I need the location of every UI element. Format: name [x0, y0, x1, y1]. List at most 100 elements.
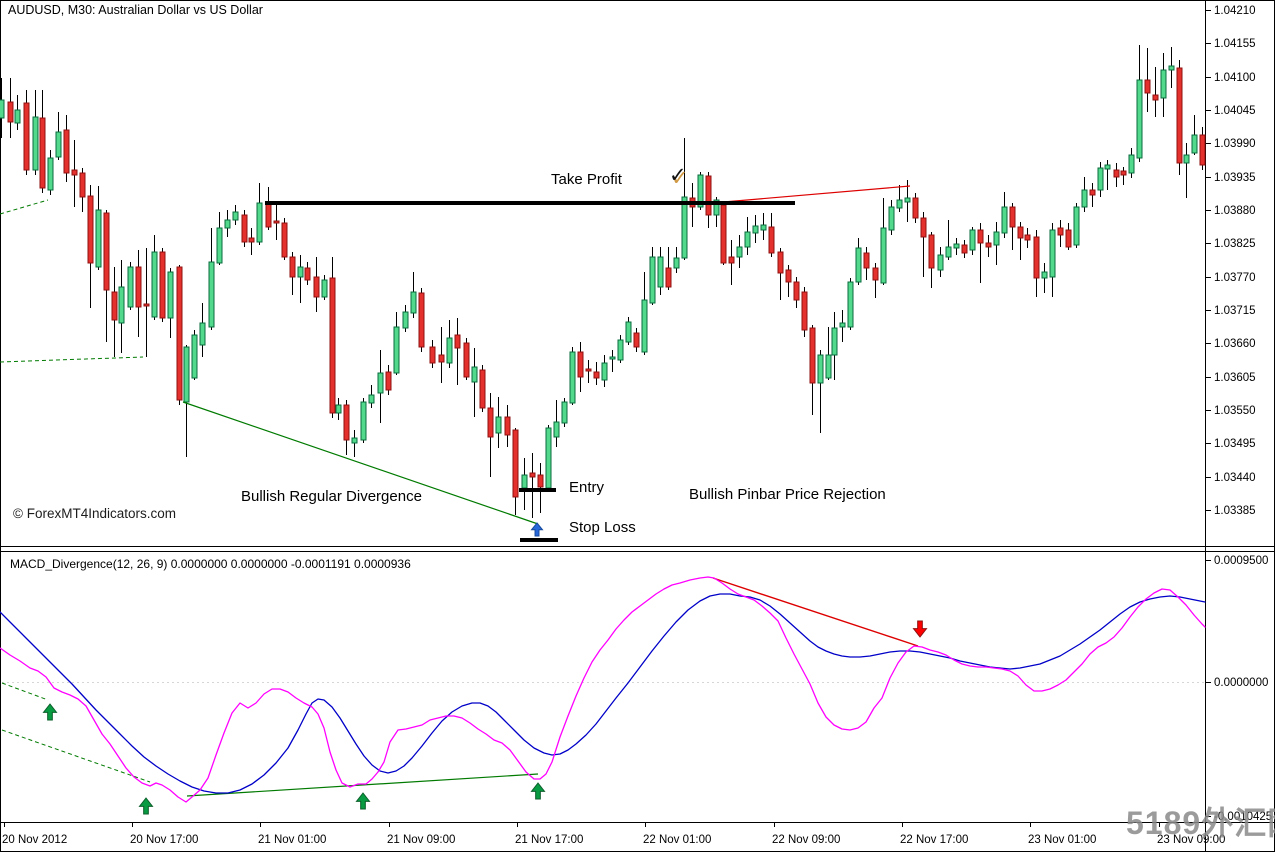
candle-up	[817, 354, 824, 384]
candle-down	[1009, 206, 1016, 228]
candle-up	[839, 322, 846, 328]
price-axis-label: 1.03440	[1214, 472, 1256, 484]
candle-up	[641, 299, 648, 353]
candles-layer	[0, 45, 1206, 518]
candle-up	[232, 211, 239, 221]
candle-down	[313, 276, 320, 298]
stop-loss-blue-arrow-icon	[530, 522, 544, 537]
candle-up	[360, 401, 367, 441]
candle-up	[752, 225, 759, 234]
axis-layer: 1.04210 1.04155 1.04100 1.04045 1.03990 1.039…	[2, 5, 1272, 846]
candle-down	[79, 172, 86, 198]
candle-up	[1041, 271, 1048, 279]
candle-up	[471, 366, 478, 383]
candle-up	[191, 334, 198, 379]
price-dashed-green-trendline	[0, 356, 144, 363]
candle-down	[512, 429, 519, 498]
candle-up	[32, 116, 39, 171]
candle-up	[321, 279, 328, 298]
chart-title: AUDUSD, M30: Australian Dollar vs US Dol…	[8, 3, 263, 17]
candle-down	[793, 281, 800, 301]
candle-up	[744, 231, 751, 248]
candle-up	[377, 372, 384, 394]
candle-down	[479, 369, 486, 409]
candle-down	[241, 214, 248, 243]
candle-up	[880, 227, 887, 284]
time-axis-label: 21 Nov 09:00	[387, 834, 455, 846]
candle-up	[95, 209, 102, 268]
candle-down	[7, 101, 14, 123]
candle-up	[1168, 65, 1175, 71]
candle-up	[1160, 69, 1167, 99]
price-bearish-red-line	[711, 185, 911, 204]
candle-down	[429, 346, 436, 364]
price-axis-label: 1.04045	[1214, 105, 1256, 117]
candle-down	[1176, 67, 1183, 164]
candle-up	[14, 109, 21, 124]
candle-down	[1199, 134, 1206, 166]
candle-down	[504, 416, 511, 436]
price-axis-label: 1.03715	[1214, 305, 1256, 317]
macd-bullish-divergence-line	[186, 773, 539, 797]
candle-down	[39, 117, 46, 189]
candle-down	[111, 291, 118, 321]
candle-up	[847, 281, 854, 328]
candle-down	[1152, 94, 1159, 101]
candle-up	[945, 246, 952, 258]
candle-down	[248, 237, 255, 243]
macd-buy-arrow-icon	[530, 782, 546, 800]
time-axis-label: 22 Nov 09:00	[772, 834, 840, 846]
candle-down	[529, 472, 536, 478]
copyright-watermark: © ForexMT4Indicators.com	[13, 506, 176, 521]
macd-layer	[0, 576, 1206, 803]
price-axis-label: 1.03550	[1214, 405, 1256, 417]
price-overlay-layer	[182, 185, 911, 542]
candle-down	[87, 195, 94, 264]
candle-up	[561, 401, 568, 424]
candle-up	[713, 199, 720, 216]
candle-down	[920, 217, 927, 238]
candle-down	[385, 371, 392, 391]
candle-up	[601, 362, 608, 381]
time-axis-label: 20 Nov 17:00	[130, 834, 198, 846]
candle-up	[1049, 229, 1056, 278]
candle-up	[697, 174, 704, 208]
macd-buy-arrow-icon	[355, 792, 371, 810]
price-axis-label: 1.03605	[1214, 372, 1256, 384]
candle-up	[118, 286, 125, 324]
candle-up	[208, 261, 215, 328]
candle-up	[1191, 134, 1198, 154]
candle-down	[537, 474, 544, 488]
candle-down	[63, 129, 70, 174]
candle-down	[928, 234, 935, 269]
time-axis-label: 23 Nov 01:00	[1028, 834, 1096, 846]
candle-up	[446, 337, 453, 364]
candle-down	[71, 169, 78, 176]
candle-down	[343, 404, 350, 441]
candle-down	[1057, 227, 1064, 236]
candle-down	[1024, 234, 1031, 241]
price-bullish-divergence-line	[182, 401, 539, 525]
candle-up	[649, 256, 656, 304]
candle-up	[953, 243, 960, 249]
time-axis-label: 21 Nov 17:00	[515, 834, 583, 846]
candle-up	[216, 227, 223, 264]
candle-up	[368, 394, 375, 404]
candle-up	[617, 339, 624, 361]
candle-down	[418, 292, 425, 348]
candle-down	[912, 197, 919, 219]
price-axis-label: 1.03990	[1214, 138, 1256, 150]
candle-down	[463, 342, 470, 378]
candle-down	[304, 267, 311, 281]
candle-up	[521, 474, 528, 489]
candle-down	[777, 251, 784, 274]
candle-up	[335, 404, 342, 414]
price-axis-label: 1.04155	[1214, 38, 1256, 50]
candle-up	[625, 321, 632, 343]
candle-up	[736, 246, 743, 258]
candle-up	[393, 326, 400, 374]
site-watermark: 5189外汇网	[1126, 805, 1275, 841]
macd-signal-magenta-line	[0, 576, 1206, 803]
